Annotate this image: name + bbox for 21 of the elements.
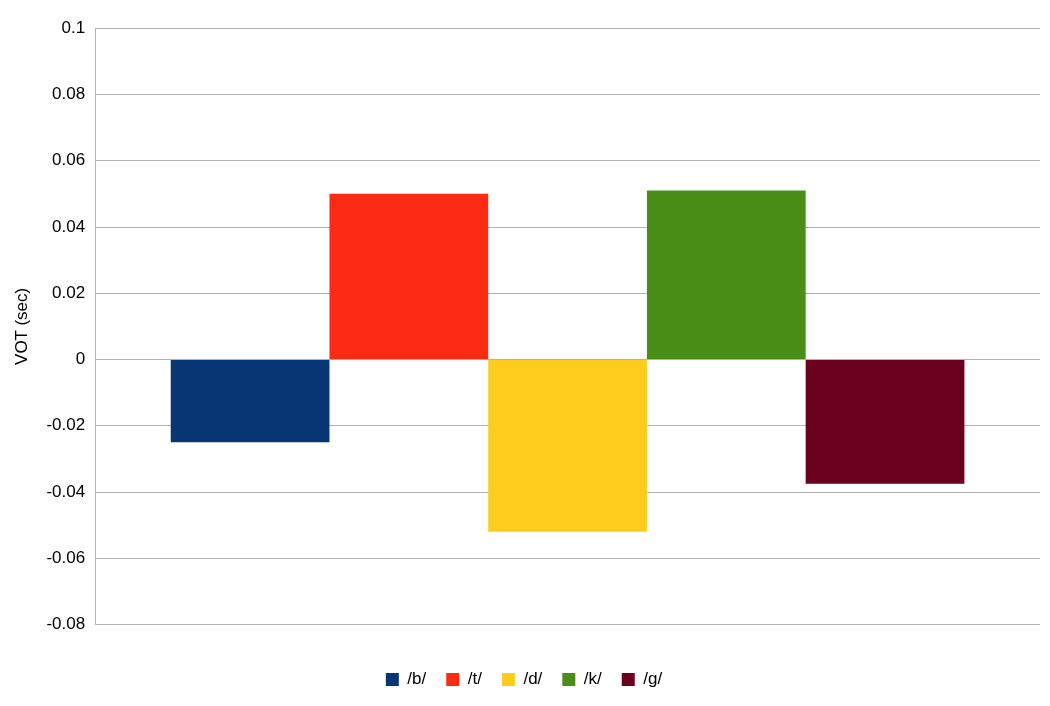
y-tick-label: -0.04: [46, 481, 86, 501]
y-tick-label: 0.02: [52, 282, 86, 302]
y-tick-label: -0.08: [46, 614, 86, 634]
legend-label: /k/: [583, 669, 603, 689]
y-tick-label: 0: [75, 349, 86, 369]
bar: [329, 193, 489, 360]
bar: [488, 360, 647, 532]
y-tick-label: -0.02: [46, 415, 86, 435]
y-tick-label: -0.06: [46, 548, 86, 568]
legend-label: /d/: [523, 669, 543, 689]
y-tick-label: 0.1: [61, 17, 86, 37]
bar: [170, 360, 330, 443]
y-tick-label: 0.06: [52, 150, 86, 170]
legend-label: /b/: [407, 669, 427, 689]
y-tick-label: 0.08: [52, 84, 86, 104]
legend-label: /g/: [643, 669, 663, 689]
legend-label: /t/: [467, 669, 483, 689]
y-axis-title: VOT (sec): [11, 287, 31, 365]
y-tick-label: 0.04: [52, 216, 86, 236]
bar: [805, 360, 965, 484]
bar: [646, 190, 806, 360]
